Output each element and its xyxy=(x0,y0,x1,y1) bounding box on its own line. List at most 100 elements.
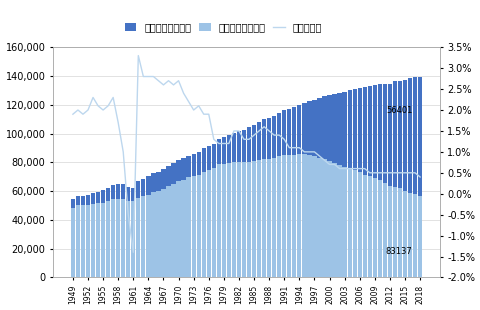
Bar xyxy=(256,160,261,277)
Bar xyxy=(266,118,271,159)
Bar xyxy=(201,148,205,171)
Bar xyxy=(407,193,411,277)
Bar xyxy=(71,200,75,208)
Bar xyxy=(352,89,356,170)
Bar xyxy=(161,189,165,277)
Bar xyxy=(412,78,416,194)
总人口增速 xyxy=(376,171,382,175)
Bar xyxy=(297,154,301,277)
Bar xyxy=(131,201,135,277)
Bar xyxy=(307,155,311,277)
Bar xyxy=(276,113,281,156)
Bar xyxy=(246,162,251,277)
Bar xyxy=(317,158,321,277)
Bar xyxy=(206,146,210,170)
Bar xyxy=(392,187,396,277)
Bar xyxy=(291,107,296,155)
Bar xyxy=(181,179,185,277)
Bar xyxy=(151,192,155,277)
Bar xyxy=(342,91,346,167)
Bar xyxy=(276,156,281,277)
Bar xyxy=(201,171,205,277)
Bar xyxy=(287,109,291,155)
Bar xyxy=(81,205,85,277)
Bar xyxy=(236,162,240,277)
Bar xyxy=(367,86,371,176)
Bar xyxy=(402,80,406,191)
Bar xyxy=(397,81,401,188)
Bar xyxy=(297,105,301,154)
总人口增速 xyxy=(70,112,76,116)
Bar xyxy=(166,186,170,277)
Bar xyxy=(141,196,145,277)
总人口增速 xyxy=(185,100,191,104)
Bar xyxy=(181,158,185,179)
Bar xyxy=(186,177,191,277)
Bar xyxy=(301,103,306,154)
Bar xyxy=(121,184,125,199)
Bar xyxy=(196,175,201,277)
Legend: 城镇人口（万人）, 农村人口（万人）, 总人口增速: 城镇人口（万人）, 农村人口（万人）, 总人口增速 xyxy=(124,22,321,32)
Bar xyxy=(111,199,115,277)
Bar xyxy=(191,154,195,176)
Bar xyxy=(322,96,326,159)
Bar xyxy=(91,193,95,204)
Bar xyxy=(166,166,170,186)
Bar xyxy=(211,168,216,277)
Bar xyxy=(171,184,175,277)
Bar xyxy=(176,160,180,181)
Bar xyxy=(146,176,150,195)
Bar xyxy=(262,159,266,277)
Bar xyxy=(81,196,85,205)
Bar xyxy=(312,156,316,277)
Bar xyxy=(322,159,326,277)
Bar xyxy=(91,204,95,277)
Bar xyxy=(241,162,246,277)
Bar xyxy=(146,195,150,277)
Bar xyxy=(367,176,371,277)
Bar xyxy=(241,130,246,162)
总人口增速 xyxy=(226,142,231,145)
Bar xyxy=(136,181,140,198)
Bar xyxy=(256,122,261,160)
总人口增速 xyxy=(416,175,422,179)
Bar xyxy=(86,195,90,205)
Bar xyxy=(332,94,336,163)
Bar xyxy=(106,202,110,277)
Bar xyxy=(272,158,276,277)
Bar xyxy=(221,137,226,164)
Bar xyxy=(407,78,411,193)
Bar xyxy=(327,161,331,277)
Bar xyxy=(171,163,175,184)
Bar xyxy=(252,161,256,277)
Bar xyxy=(287,155,291,277)
Bar xyxy=(272,116,276,158)
Bar xyxy=(342,167,346,277)
Bar xyxy=(397,188,401,277)
Bar xyxy=(382,84,386,183)
Bar xyxy=(337,165,341,277)
Bar xyxy=(307,101,311,155)
Bar xyxy=(121,199,125,277)
Bar xyxy=(156,171,160,191)
Bar xyxy=(131,188,135,201)
Bar xyxy=(262,119,266,159)
Bar xyxy=(387,84,391,187)
总人口增速 xyxy=(115,121,121,124)
Bar xyxy=(236,131,240,162)
Bar xyxy=(317,98,321,158)
Bar xyxy=(246,127,251,162)
总人口增速 xyxy=(130,250,136,254)
Bar xyxy=(76,196,80,205)
Bar xyxy=(86,205,90,277)
Bar xyxy=(101,203,105,277)
Bar xyxy=(281,155,286,277)
Bar xyxy=(402,191,406,277)
Bar xyxy=(301,154,306,277)
Bar xyxy=(347,169,351,277)
Bar xyxy=(116,184,120,199)
Bar xyxy=(221,164,226,277)
Bar xyxy=(76,205,80,277)
Bar xyxy=(392,82,396,187)
Bar xyxy=(176,181,180,277)
